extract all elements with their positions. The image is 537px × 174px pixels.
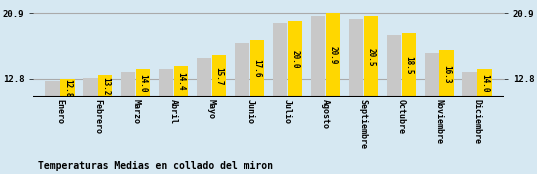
Bar (136, 69, 150, 97)
Bar (387, 35, 401, 97)
Bar (439, 50, 454, 97)
Text: 16.3: 16.3 (442, 65, 451, 83)
Text: 15.7: 15.7 (215, 67, 223, 85)
Text: 12.8: 12.8 (63, 79, 72, 97)
Text: 17.6: 17.6 (252, 59, 262, 78)
Bar (174, 66, 188, 97)
Bar (98, 75, 112, 97)
Text: 14.0: 14.0 (139, 74, 148, 92)
Bar (402, 33, 416, 97)
Bar (121, 72, 135, 97)
Text: 20.9: 20.9 (329, 46, 337, 65)
Bar (273, 23, 287, 97)
Bar (477, 69, 492, 97)
Bar (250, 40, 264, 97)
Bar (212, 55, 226, 97)
Bar (60, 79, 75, 97)
Bar (197, 58, 212, 97)
Bar (45, 81, 60, 97)
Text: 18.5: 18.5 (404, 56, 413, 74)
Text: 13.2: 13.2 (101, 77, 110, 96)
Text: 20.0: 20.0 (291, 50, 300, 68)
Bar (159, 69, 173, 97)
Bar (462, 72, 477, 97)
Bar (364, 17, 378, 97)
Text: 14.4: 14.4 (177, 72, 186, 91)
Bar (425, 53, 439, 97)
Bar (325, 13, 340, 97)
Bar (288, 21, 302, 97)
Text: 20.5: 20.5 (366, 48, 375, 66)
Bar (83, 78, 98, 97)
Text: Temperaturas Medias en collado del miron: Temperaturas Medias en collado del miron (38, 160, 273, 171)
Bar (235, 43, 249, 97)
Bar (349, 19, 363, 97)
Bar (311, 16, 325, 97)
Text: 14.0: 14.0 (480, 74, 489, 92)
